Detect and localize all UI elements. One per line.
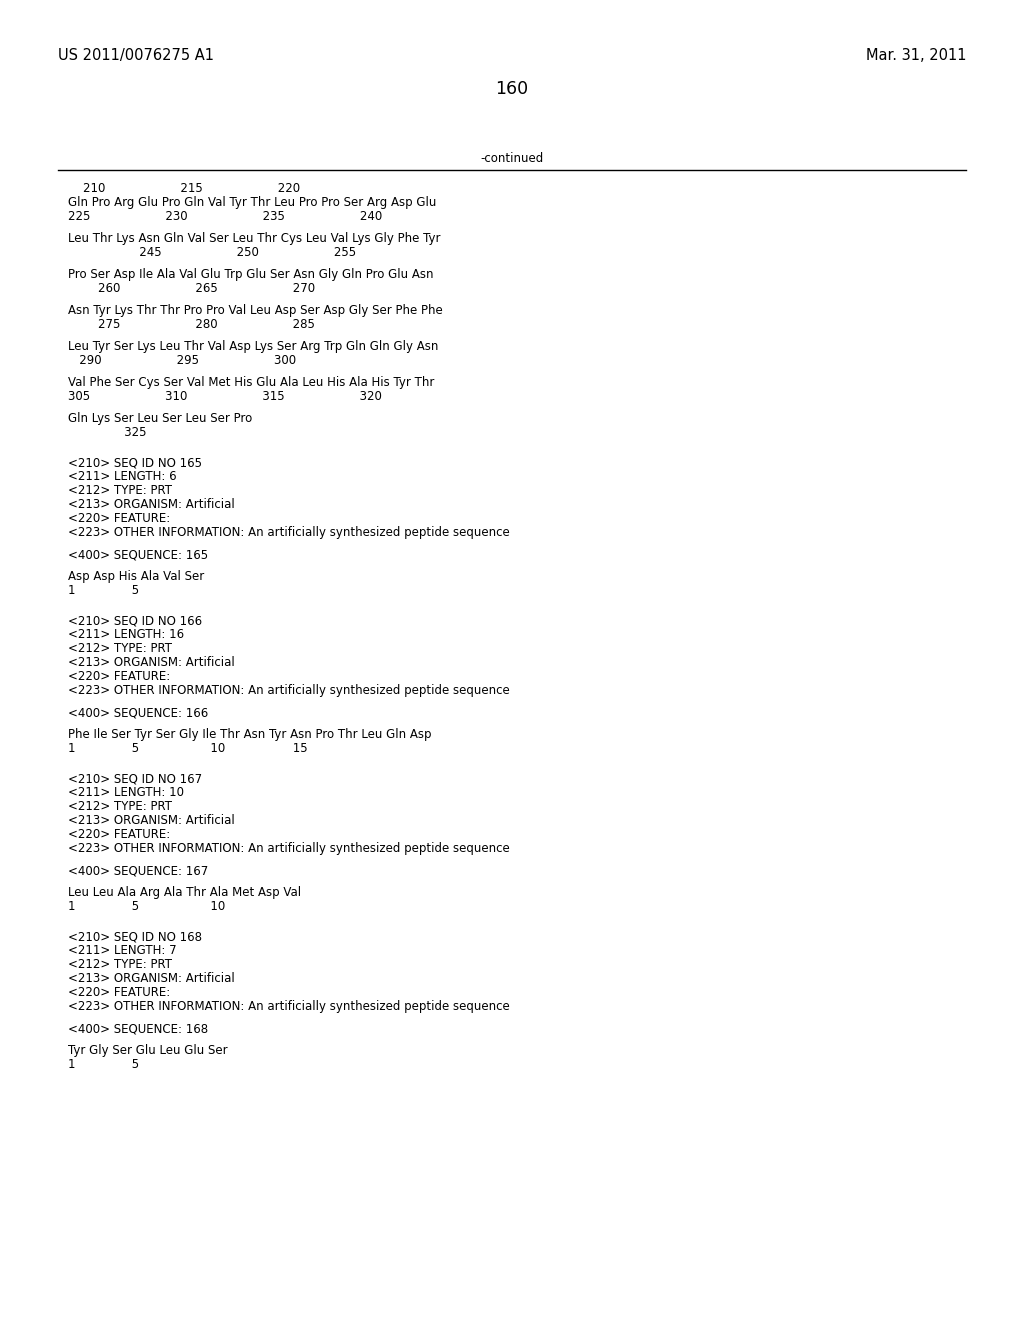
Text: <223> OTHER INFORMATION: An artificially synthesized peptide sequence: <223> OTHER INFORMATION: An artificially… (68, 842, 510, 855)
Text: <212> TYPE: PRT: <212> TYPE: PRT (68, 484, 172, 498)
Text: 325: 325 (68, 426, 146, 440)
Text: <212> TYPE: PRT: <212> TYPE: PRT (68, 800, 172, 813)
Text: 210                    215                    220: 210 215 220 (68, 182, 300, 195)
Text: 1               5                   10: 1 5 10 (68, 900, 225, 913)
Text: <400> SEQUENCE: 166: <400> SEQUENCE: 166 (68, 706, 208, 719)
Text: <213> ORGANISM: Artificial: <213> ORGANISM: Artificial (68, 972, 234, 985)
Text: <223> OTHER INFORMATION: An artificially synthesized peptide sequence: <223> OTHER INFORMATION: An artificially… (68, 684, 510, 697)
Text: <213> ORGANISM: Artificial: <213> ORGANISM: Artificial (68, 814, 234, 828)
Text: <210> SEQ ID NO 166: <210> SEQ ID NO 166 (68, 614, 202, 627)
Text: Leu Tyr Ser Lys Leu Thr Val Asp Lys Ser Arg Trp Gln Gln Gly Asn: Leu Tyr Ser Lys Leu Thr Val Asp Lys Ser … (68, 341, 438, 352)
Text: Gln Pro Arg Glu Pro Gln Val Tyr Thr Leu Pro Pro Ser Arg Asp Glu: Gln Pro Arg Glu Pro Gln Val Tyr Thr Leu … (68, 195, 436, 209)
Text: -continued: -continued (480, 152, 544, 165)
Text: <220> FEATURE:: <220> FEATURE: (68, 828, 170, 841)
Text: Leu Leu Ala Arg Ala Thr Ala Met Asp Val: Leu Leu Ala Arg Ala Thr Ala Met Asp Val (68, 886, 301, 899)
Text: <210> SEQ ID NO 167: <210> SEQ ID NO 167 (68, 772, 202, 785)
Text: 245                    250                    255: 245 250 255 (68, 246, 356, 259)
Text: US 2011/0076275 A1: US 2011/0076275 A1 (58, 48, 214, 63)
Text: 305                    310                    315                    320: 305 310 315 320 (68, 389, 382, 403)
Text: Tyr Gly Ser Glu Leu Glu Ser: Tyr Gly Ser Glu Leu Glu Ser (68, 1044, 227, 1057)
Text: <210> SEQ ID NO 165: <210> SEQ ID NO 165 (68, 455, 202, 469)
Text: <210> SEQ ID NO 168: <210> SEQ ID NO 168 (68, 931, 202, 942)
Text: Leu Thr Lys Asn Gln Val Ser Leu Thr Cys Leu Val Lys Gly Phe Tyr: Leu Thr Lys Asn Gln Val Ser Leu Thr Cys … (68, 232, 440, 246)
Text: <213> ORGANISM: Artificial: <213> ORGANISM: Artificial (68, 498, 234, 511)
Text: <223> OTHER INFORMATION: An artificially synthesized peptide sequence: <223> OTHER INFORMATION: An artificially… (68, 525, 510, 539)
Text: 260                    265                    270: 260 265 270 (68, 282, 315, 294)
Text: <400> SEQUENCE: 168: <400> SEQUENCE: 168 (68, 1022, 208, 1035)
Text: <220> FEATURE:: <220> FEATURE: (68, 512, 170, 525)
Text: 225                    230                    235                    240: 225 230 235 240 (68, 210, 382, 223)
Text: <220> FEATURE:: <220> FEATURE: (68, 986, 170, 999)
Text: 1               5: 1 5 (68, 1059, 139, 1071)
Text: <220> FEATURE:: <220> FEATURE: (68, 671, 170, 682)
Text: <400> SEQUENCE: 165: <400> SEQUENCE: 165 (68, 548, 208, 561)
Text: 290                    295                    300: 290 295 300 (68, 354, 296, 367)
Text: <400> SEQUENCE: 167: <400> SEQUENCE: 167 (68, 865, 208, 876)
Text: 1               5: 1 5 (68, 583, 139, 597)
Text: <212> TYPE: PRT: <212> TYPE: PRT (68, 958, 172, 972)
Text: 275                    280                    285: 275 280 285 (68, 318, 314, 331)
Text: <211> LENGTH: 7: <211> LENGTH: 7 (68, 944, 176, 957)
Text: <211> LENGTH: 6: <211> LENGTH: 6 (68, 470, 176, 483)
Text: Val Phe Ser Cys Ser Val Met His Glu Ala Leu His Ala His Tyr Thr: Val Phe Ser Cys Ser Val Met His Glu Ala … (68, 376, 434, 389)
Text: 1               5                   10                  15: 1 5 10 15 (68, 742, 307, 755)
Text: Pro Ser Asp Ile Ala Val Glu Trp Glu Ser Asn Gly Gln Pro Glu Asn: Pro Ser Asp Ile Ala Val Glu Trp Glu Ser … (68, 268, 433, 281)
Text: <223> OTHER INFORMATION: An artificially synthesized peptide sequence: <223> OTHER INFORMATION: An artificially… (68, 1001, 510, 1012)
Text: 160: 160 (496, 81, 528, 98)
Text: <212> TYPE: PRT: <212> TYPE: PRT (68, 642, 172, 655)
Text: Gln Lys Ser Leu Ser Leu Ser Pro: Gln Lys Ser Leu Ser Leu Ser Pro (68, 412, 252, 425)
Text: Mar. 31, 2011: Mar. 31, 2011 (865, 48, 966, 63)
Text: <211> LENGTH: 10: <211> LENGTH: 10 (68, 785, 184, 799)
Text: <213> ORGANISM: Artificial: <213> ORGANISM: Artificial (68, 656, 234, 669)
Text: Asp Asp His Ala Val Ser: Asp Asp His Ala Val Ser (68, 570, 204, 583)
Text: Phe Ile Ser Tyr Ser Gly Ile Thr Asn Tyr Asn Pro Thr Leu Gln Asp: Phe Ile Ser Tyr Ser Gly Ile Thr Asn Tyr … (68, 729, 431, 741)
Text: <211> LENGTH: 16: <211> LENGTH: 16 (68, 628, 184, 642)
Text: Asn Tyr Lys Thr Thr Pro Pro Val Leu Asp Ser Asp Gly Ser Phe Phe: Asn Tyr Lys Thr Thr Pro Pro Val Leu Asp … (68, 304, 442, 317)
